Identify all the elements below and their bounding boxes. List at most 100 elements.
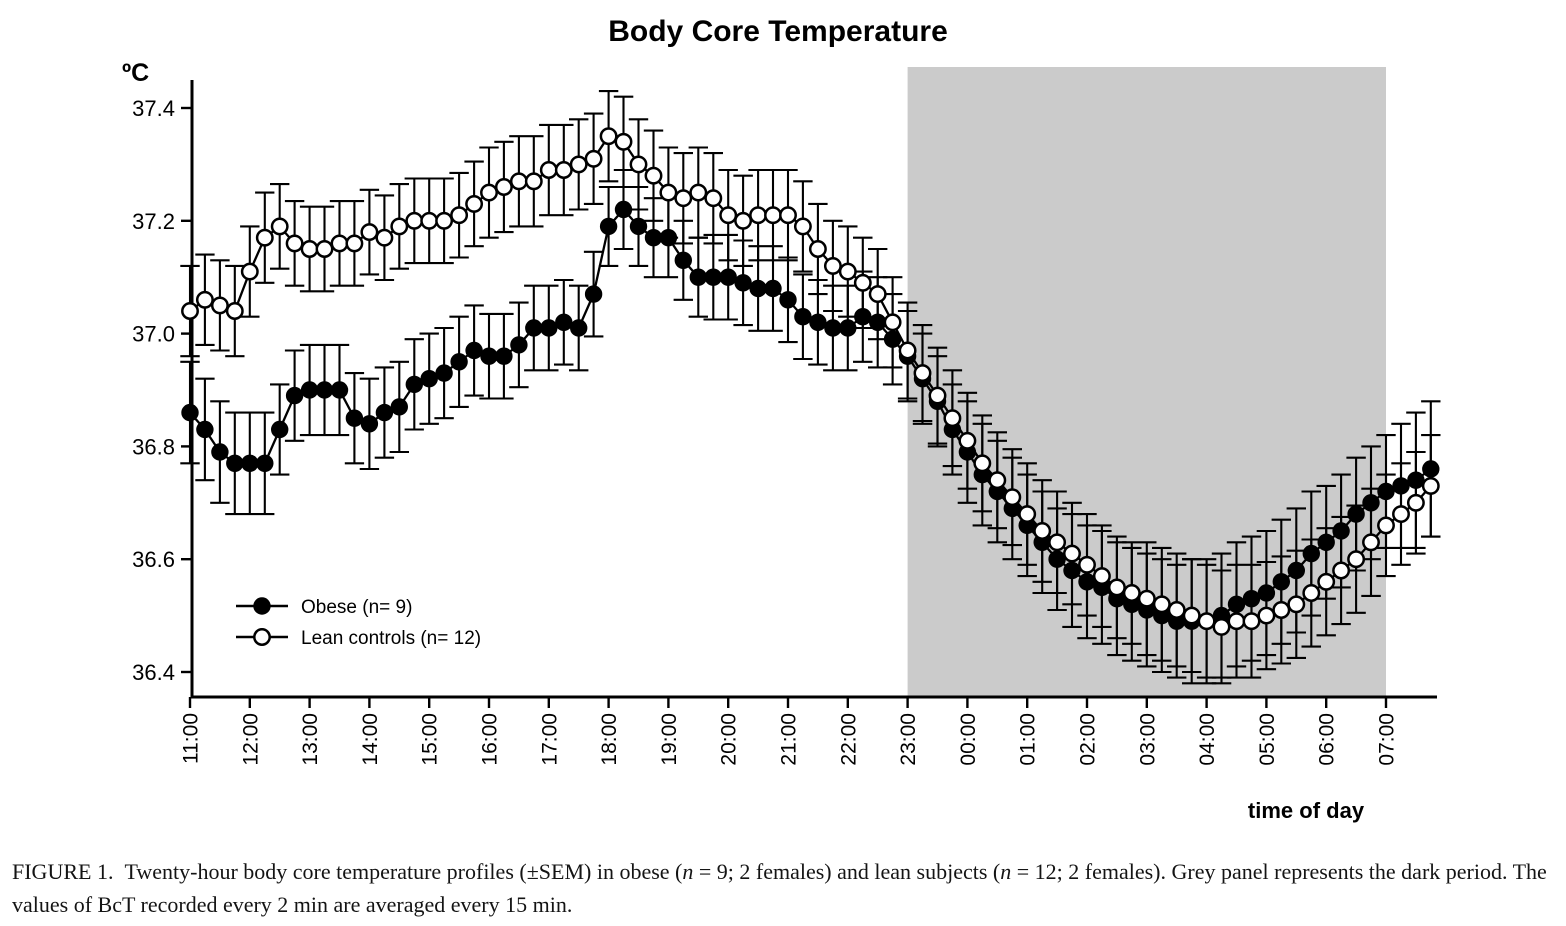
lean-controls-marker xyxy=(569,155,588,174)
obese-marker xyxy=(794,308,812,326)
obese-marker xyxy=(315,381,334,399)
lean-controls-marker xyxy=(435,211,454,230)
obese-marker xyxy=(330,381,349,399)
lean-controls-marker xyxy=(1227,612,1246,631)
obese-marker xyxy=(300,381,319,399)
obese-marker xyxy=(271,420,289,439)
obese-marker xyxy=(480,347,498,365)
lean-controls-marker xyxy=(1033,522,1052,540)
series-lean-controls xyxy=(180,90,1441,685)
x-tick-label: 15:00 xyxy=(419,713,442,766)
obese-marker xyxy=(450,353,468,371)
obese-marker xyxy=(584,285,603,303)
lean-controls-marker xyxy=(1003,488,1022,507)
axes xyxy=(190,80,1437,699)
series-obese xyxy=(180,168,1441,685)
lean-controls-marker xyxy=(554,161,573,179)
lean-controls-marker xyxy=(1257,606,1276,625)
lean-controls-marker xyxy=(240,262,259,281)
x-tick-label: 00:00 xyxy=(957,713,980,766)
x-axis-title: time of day xyxy=(1248,798,1365,823)
lean-controls-marker xyxy=(375,228,394,247)
lean-controls-marker xyxy=(898,341,917,360)
y-axis-unit-label: ºC xyxy=(122,59,149,87)
y-axis-ticks: 37.4 37.2 37.0 36.8 36.6 36.4 xyxy=(132,96,192,685)
lean-controls-marker xyxy=(749,206,768,225)
x-tick-label: 14:00 xyxy=(359,713,382,766)
chart-title: Body Core Temperature xyxy=(608,15,948,48)
lean-controls-marker xyxy=(734,211,753,230)
lean-controls-marker xyxy=(300,240,319,258)
obese-marker xyxy=(629,217,648,236)
lean-controls-marker xyxy=(1092,567,1111,586)
lean-controls-marker xyxy=(1272,601,1291,619)
x-tick-label: 22:00 xyxy=(837,713,860,766)
lean-controls-marker xyxy=(285,234,304,253)
obese-marker xyxy=(749,279,767,298)
caption-text: = 9; 2 females) and lean subjects ( xyxy=(693,859,1001,884)
lean-controls-marker xyxy=(808,240,827,258)
lean-controls-marker xyxy=(181,302,199,320)
lean-controls-marker xyxy=(225,302,244,320)
lean-controls-marker xyxy=(1317,572,1336,591)
legend: Obese (n= 9) Lean controls (n= 12) xyxy=(236,597,481,649)
caption-italic-n: n xyxy=(1000,859,1012,884)
obese-marker xyxy=(704,268,722,286)
lean-controls-marker xyxy=(390,217,409,236)
legend-lean-label: Lean controls (n= 12) xyxy=(301,628,481,649)
lean-controls-marker xyxy=(793,217,812,236)
lean-controls-marker xyxy=(584,149,603,168)
obese-marker xyxy=(734,274,752,292)
lean-controls-marker xyxy=(1167,601,1186,619)
x-tick-label: 20:00 xyxy=(718,713,741,766)
lean-controls-marker xyxy=(943,409,962,428)
obese-marker xyxy=(226,454,244,472)
x-tick-label: 17:00 xyxy=(538,713,561,766)
y-tick-label: 36.8 xyxy=(132,434,175,459)
lean-controls-marker xyxy=(315,240,334,258)
lean-controls-marker xyxy=(1107,578,1126,597)
caption-italic-n: n xyxy=(682,859,694,884)
lean-controls-marker xyxy=(674,189,693,208)
lean-controls-marker xyxy=(494,178,513,196)
caption-text: FIGURE 1. Twenty-hour body core temperat… xyxy=(12,859,683,884)
x-tick-label: 12:00 xyxy=(239,713,262,766)
lean-controls-marker xyxy=(823,256,842,275)
lean-controls-marker xyxy=(1197,612,1216,631)
lean-controls-marker xyxy=(195,290,214,309)
lean-controls-marker xyxy=(988,471,1007,490)
lean-controls-marker xyxy=(1152,595,1171,614)
lean-controls-marker xyxy=(1018,505,1037,524)
obese-marker xyxy=(241,454,259,472)
lean-controls-marker xyxy=(255,228,274,247)
lean-controls-marker xyxy=(1302,584,1321,602)
lean-controls-marker xyxy=(210,296,229,315)
legend-obese-marker-icon xyxy=(253,597,271,615)
obese-marker xyxy=(764,279,782,298)
lean-controls-marker xyxy=(1332,561,1351,580)
lean-controls-marker xyxy=(1377,516,1395,535)
lean-controls-marker xyxy=(853,273,872,292)
lean-controls-marker xyxy=(764,206,782,225)
figure-caption: FIGURE 1. Twenty-hour body core temperat… xyxy=(12,855,1554,921)
obese-marker xyxy=(674,251,692,269)
obese-marker xyxy=(435,364,453,382)
x-tick-label: 18:00 xyxy=(598,713,621,766)
legend-obese-label: Obese (n= 9) xyxy=(301,597,412,618)
obese-marker xyxy=(465,341,483,360)
x-tick-label: 19:00 xyxy=(658,713,681,766)
lean-controls-marker xyxy=(1287,595,1306,614)
lean-controls-marker xyxy=(1063,544,1081,563)
x-tick-label: 04:00 xyxy=(1196,713,1219,766)
lean-controls-marker xyxy=(719,206,738,225)
lean-controls-marker xyxy=(1362,533,1380,552)
obese-marker xyxy=(510,336,528,354)
obese-marker xyxy=(525,319,543,337)
x-tick-label: 23:00 xyxy=(897,713,920,766)
body-core-temperature-chart: Body Core Temperature ºC 37.4 37.2 37.0 36.… xyxy=(122,15,1441,823)
obese-marker xyxy=(211,443,229,461)
lean-controls-marker xyxy=(779,206,797,225)
lean-controls-marker xyxy=(868,285,887,304)
obese-marker xyxy=(719,268,737,286)
